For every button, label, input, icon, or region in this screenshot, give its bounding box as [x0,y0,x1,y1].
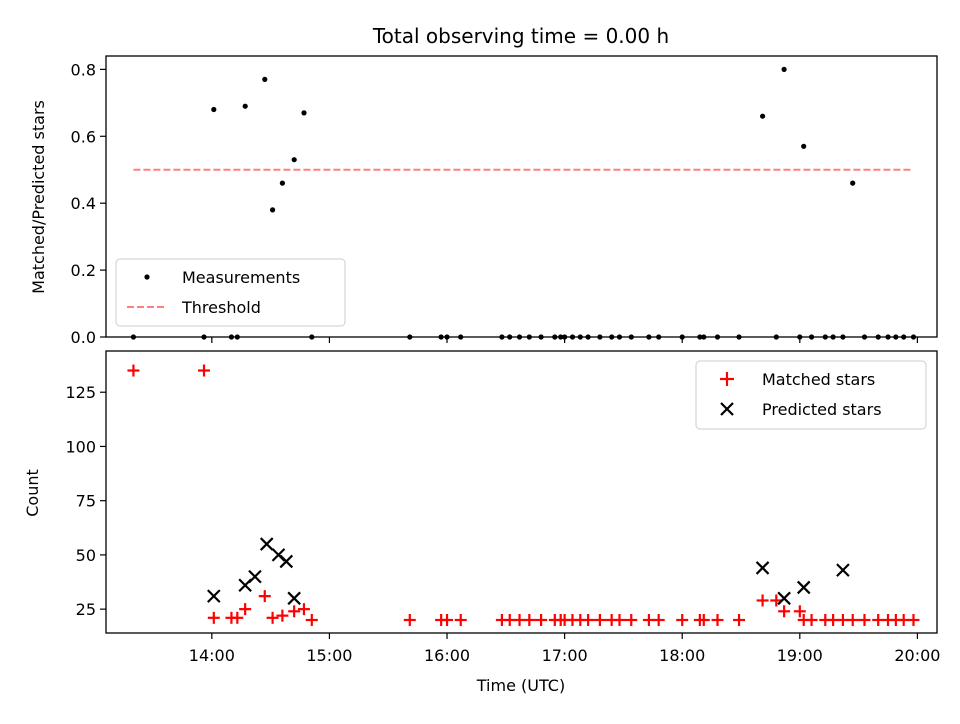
predicted-star-point [755,561,770,575]
matched-star-point [288,605,301,618]
bottom-legend: Matched stars Predicted stars [695,360,927,430]
matched-star-point [907,613,920,626]
matched-star-point [207,611,220,624]
bottom-x-tick-label: 19:00 [777,646,823,665]
predicted-star-point [777,591,791,606]
top-legend: Measurements Threshold [115,258,346,327]
top-x-ticks [211,337,919,343]
bottom-x-axis-label: Time (UTC) [476,676,565,695]
legend-marker-matched-stars [720,372,734,386]
bottom-x-tick-label: 15:00 [306,646,352,665]
measurement-point [211,106,217,113]
matched-star-point [858,613,871,626]
measurement-point [850,180,856,186]
measurement-point [279,180,285,186]
bottom-y-tick-label: 100 [65,437,96,456]
matched-star-point [441,613,454,626]
bottom-y-ticks: 25 50 75 100 125 [65,383,106,619]
legend-label-measurements: Measurements [182,268,300,287]
top-y-tick-label: 0.4 [71,194,96,213]
top-panel: 0.00.20.40.60.8 Matched/Predicted stars … [29,55,938,347]
matched-star-point [652,613,665,626]
matched-star-point [305,613,318,626]
top-y-tick-label: 0.6 [71,127,96,146]
top-axes-frame [105,55,938,338]
matched-star-point [582,613,595,626]
bottom-x-tick-label: 17:00 [542,646,588,665]
bottom-x-tick-label: 14:00 [189,646,235,665]
bottom-legend-box [695,360,927,430]
bottom-x-tick-label: 18:00 [659,646,705,665]
measurement-point [270,207,276,213]
matched-star-point [403,613,416,626]
bottom-y-tick-label: 125 [65,383,96,402]
matched-star-point [733,613,746,626]
matched-star-point [756,594,769,607]
predicted-star-point [207,589,221,603]
chart-title: Total observing time = 0.00 h [372,24,669,48]
top-y-tick-label: 0.8 [71,60,96,79]
bottom-axes-frame [105,350,938,634]
matched-star-point [266,611,279,624]
predicted-star-point [259,537,274,551]
predicted-star-point [279,554,294,569]
measurement-point [760,113,766,119]
bottom-y-tick-label: 75 [76,492,96,511]
bottom-x-tick-label: 16:00 [424,646,470,665]
bottom-x-tick-label: 20:00 [894,646,940,665]
measurement-point [781,66,787,72]
bottom-matched-points [127,364,920,626]
matched-star-point [535,613,548,626]
matched-star-point [239,603,252,616]
matched-star-point [676,613,689,626]
matched-star-point [127,364,140,377]
predicted-star-point [248,569,262,584]
legend-label-matched-stars: Matched stars [762,370,875,389]
matched-star-point [770,594,783,607]
matched-star-point [276,609,289,622]
bottom-y-tick-label: 50 [76,546,96,565]
matched-star-point [593,613,606,626]
matched-star-point [793,605,806,618]
legend-marker-predicted-stars [720,402,734,416]
matched-star-point [258,590,271,603]
matched-star-point [697,613,710,626]
bottom-panel: 25 50 75 100 125 14:00 15:00 16:00 17:00 18:00 19… [23,350,940,695]
top-y-ticks: 0.0 0.2 0.4 0.6 0.8 [71,60,106,347]
matched-star-point [454,613,467,626]
measurement-point [262,76,268,82]
top-legend-box [115,258,346,327]
measurement-point [291,157,297,163]
legend-marker-measurements [144,274,150,280]
measurement-point [301,110,307,116]
matched-star-point [231,611,244,624]
bottom-predicted-points [207,537,850,606]
bottom-y-axis-label: Count [23,469,42,517]
matched-star-point [297,603,310,616]
predicted-star-point [836,563,850,577]
bottom-y-tick-label: 25 [76,600,96,619]
matched-star-point [711,613,724,626]
top-y-tick-label: 0.2 [71,261,96,280]
matched-star-point [805,613,818,626]
bottom-x-ticks: 14:00 15:00 16:00 17:00 18:00 19:00 20:00 [189,633,940,665]
matched-star-point [625,613,638,626]
measurement-point [801,143,807,149]
matched-star-point [778,605,791,618]
measurement-point [242,103,248,109]
matched-star-point [197,364,210,377]
matched-star-point [523,613,536,626]
legend-label-predicted-stars: Predicted stars [762,400,882,419]
top-y-tick-label: 0.0 [71,328,96,347]
predicted-star-point [287,591,301,606]
matched-star-point [613,613,626,626]
top-y-axis-label: Matched/Predicted stars [29,100,48,294]
predicted-star-point [796,580,811,595]
matched-star-point [846,613,859,626]
legend-label-threshold: Threshold [181,298,261,317]
